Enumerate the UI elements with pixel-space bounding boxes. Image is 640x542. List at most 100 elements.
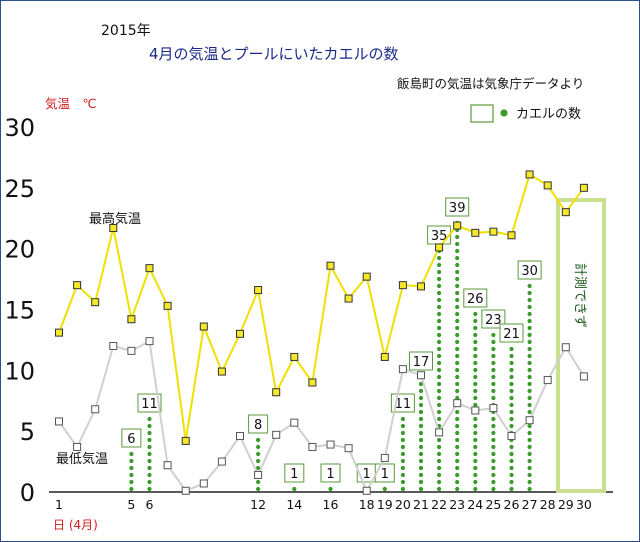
frog-dot	[418, 381, 424, 387]
x-tick-label: 26	[504, 497, 520, 512]
frog-dot	[509, 388, 514, 394]
frog-dot	[473, 381, 478, 387]
frog-dot	[437, 444, 442, 450]
frog-dot	[437, 381, 442, 387]
min-temp-point	[398, 365, 407, 374]
frog-dot	[455, 430, 460, 436]
frog-dot	[147, 437, 152, 443]
frog-dot	[455, 339, 460, 345]
x-tick-label: 24	[467, 497, 483, 512]
frog-dot	[437, 458, 442, 464]
frog-dot	[129, 472, 134, 478]
frog-dot	[473, 458, 478, 464]
frog-dot	[509, 479, 514, 485]
min-temp-point	[127, 346, 136, 355]
frog-dot	[527, 437, 532, 443]
max-temp-point	[254, 286, 263, 295]
frog-dot	[256, 451, 261, 457]
frog-dot	[418, 402, 424, 408]
frog-dot	[437, 402, 442, 408]
frog-dot	[256, 458, 261, 464]
frog-dot	[129, 486, 134, 492]
frog-dot	[509, 486, 514, 492]
max-temp-point	[91, 298, 100, 307]
frog-dot	[491, 395, 496, 401]
frog-dot	[509, 395, 514, 401]
frog-dot	[491, 472, 496, 478]
frog-dot	[147, 465, 152, 471]
max-temp-point	[435, 243, 444, 252]
frog-dot	[527, 409, 532, 415]
y-tick-label: 5	[20, 418, 35, 446]
min-temp-point	[236, 432, 244, 441]
frog-count-label: 11	[395, 397, 412, 412]
frog-dot	[527, 388, 532, 394]
x-axis-unit-label: 日 (4月)	[53, 518, 98, 532]
frog-dot	[129, 465, 134, 471]
frog-dot	[147, 444, 152, 450]
frog-count-label: 6	[127, 432, 135, 447]
not-measured-label: 計測できず	[572, 263, 588, 328]
max-temp-point	[145, 264, 154, 273]
frog-dot	[509, 416, 514, 422]
frog-dot	[527, 444, 532, 450]
max-temp-point	[326, 261, 335, 270]
frog-dot	[455, 423, 460, 429]
frog-dot	[527, 339, 532, 345]
frog-dot	[147, 430, 152, 436]
frog-dot	[455, 290, 460, 296]
frog-dot	[527, 353, 532, 359]
frog-dot	[418, 458, 424, 464]
frog-count-label: 21	[503, 327, 520, 342]
frog-dot	[437, 318, 442, 324]
max-temp-point	[290, 352, 299, 361]
frog-dot	[455, 388, 460, 394]
frog-dot	[437, 262, 442, 268]
frog-dot	[437, 465, 442, 471]
frog-dot	[527, 374, 532, 380]
frog-dot	[256, 437, 261, 443]
frog-dot	[437, 269, 442, 275]
frog-dot	[455, 318, 460, 324]
y-tick-label: 0	[20, 479, 35, 507]
frog-dot	[473, 353, 478, 359]
frog-dot	[437, 416, 442, 422]
min-temp-point	[380, 453, 389, 462]
frog-dot	[418, 423, 424, 429]
min-temp-point	[543, 376, 552, 385]
max-temp-point	[109, 223, 118, 232]
frog-dot	[491, 423, 496, 429]
frog-dot	[473, 444, 478, 450]
max-temp-point	[507, 231, 516, 240]
frog-dot	[256, 479, 261, 485]
x-axis-ticks: 1 5 6 12 14 16 18 19 20 21 22 23 24 25 26 27 28 29 30	[55, 497, 592, 512]
x-tick-label: 27	[522, 497, 538, 512]
frog-dot	[400, 451, 405, 457]
frog-count-label: 1	[326, 467, 334, 482]
frog-dot	[400, 444, 405, 450]
frog-dot	[147, 472, 152, 478]
frog-dot	[455, 437, 460, 443]
frog-dot	[418, 465, 424, 471]
frog-dot	[437, 255, 442, 261]
max-temp-point	[362, 272, 371, 281]
frog-dot	[418, 388, 424, 394]
frog-dot	[455, 381, 460, 387]
frog-dot	[455, 234, 460, 240]
frog-count-label: 1	[290, 467, 298, 482]
x-tick-label: 20	[395, 497, 411, 512]
frog-dot	[455, 304, 460, 310]
frog-dot	[509, 458, 514, 464]
x-tick-label: 12	[250, 497, 266, 512]
y-tick-label: 15	[4, 297, 35, 325]
max-temp-point	[417, 282, 425, 291]
x-tick-label: 6	[146, 497, 154, 512]
frog-dot	[509, 444, 514, 450]
max-temp-point	[163, 301, 172, 310]
frog-dot	[418, 451, 424, 457]
frog-dot	[509, 423, 514, 429]
frog-dot	[527, 332, 532, 338]
frog-dot	[437, 367, 442, 373]
frog-dot	[455, 360, 460, 366]
